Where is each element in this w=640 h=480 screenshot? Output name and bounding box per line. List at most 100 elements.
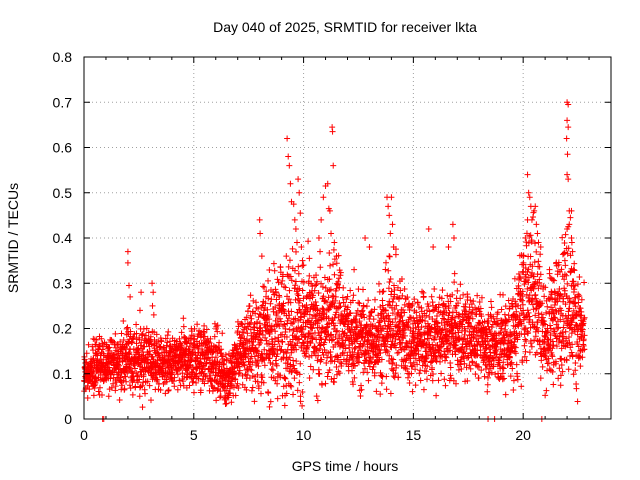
data-point	[341, 341, 348, 348]
data-point	[544, 303, 551, 310]
data-point	[424, 376, 431, 383]
data-point	[379, 288, 386, 295]
data-point	[525, 279, 532, 286]
data-point	[406, 300, 413, 307]
data-point	[406, 314, 413, 321]
x-tick-label: 0	[80, 427, 88, 443]
data-point	[569, 319, 576, 326]
data-point	[352, 344, 359, 351]
data-point	[293, 239, 300, 246]
data-point	[510, 387, 517, 394]
data-point	[365, 297, 372, 304]
data-point	[414, 299, 421, 306]
data-point	[413, 309, 420, 316]
data-point	[390, 327, 397, 334]
data-point	[213, 397, 220, 404]
data-point	[524, 285, 531, 292]
data-point	[478, 313, 485, 320]
data-point	[520, 261, 527, 268]
data-point	[517, 296, 524, 303]
data-point	[494, 309, 501, 316]
data-point	[435, 377, 442, 384]
data-point	[544, 328, 551, 335]
data-point	[195, 375, 202, 382]
data-point	[447, 372, 454, 379]
data-point	[127, 328, 134, 335]
data-point	[442, 357, 449, 364]
data-point	[288, 383, 295, 390]
data-point	[295, 263, 302, 270]
data-point	[326, 207, 333, 214]
data-point	[476, 298, 483, 305]
data-point	[522, 235, 529, 241]
data-point	[264, 319, 271, 326]
data-point	[359, 286, 366, 293]
data-point	[431, 286, 438, 293]
data-point	[426, 313, 433, 320]
data-point	[472, 371, 479, 378]
data-point	[532, 240, 539, 247]
data-point	[438, 295, 445, 302]
data-point	[557, 372, 564, 379]
data-point	[550, 342, 557, 349]
y-axis-label: SRMTID / TECUs	[5, 183, 21, 293]
data-point	[389, 332, 396, 339]
data-point	[283, 333, 290, 340]
data-point	[392, 370, 399, 377]
data-point	[356, 354, 363, 361]
data-point	[327, 348, 334, 355]
data-point	[180, 323, 187, 330]
data-point	[319, 381, 326, 388]
data-point	[386, 212, 393, 219]
data-point	[165, 386, 172, 393]
data-point	[276, 315, 283, 322]
data-point	[549, 306, 556, 313]
data-point	[571, 300, 578, 307]
data-point	[389, 221, 396, 228]
data-point	[573, 385, 580, 392]
data-point	[463, 340, 470, 347]
data-point	[157, 387, 164, 394]
data-point	[128, 339, 135, 346]
data-point	[292, 282, 299, 289]
data-point	[531, 337, 538, 344]
data-point	[365, 350, 372, 357]
data-point	[309, 283, 316, 290]
data-point	[564, 280, 571, 287]
data-point	[581, 346, 588, 353]
data-point	[528, 343, 535, 350]
data-point	[149, 280, 156, 287]
data-point	[234, 380, 241, 387]
data-point	[284, 317, 291, 324]
data-point	[530, 273, 537, 280]
data-point	[133, 321, 140, 328]
data-point	[251, 353, 258, 360]
data-point	[358, 386, 365, 393]
data-point	[422, 318, 429, 325]
data-point	[326, 276, 333, 283]
data-point	[286, 287, 293, 294]
y-tick-label: 0.3	[53, 275, 73, 291]
data-point	[386, 279, 393, 286]
data-point	[253, 299, 260, 306]
data-point	[389, 359, 396, 366]
data-point	[273, 362, 280, 369]
data-point	[466, 304, 473, 311]
data-point	[307, 363, 314, 370]
data-point	[581, 314, 588, 321]
data-point	[430, 307, 437, 314]
data-point	[442, 382, 449, 389]
data-point	[438, 327, 445, 334]
data-point	[447, 298, 454, 305]
data-point	[287, 361, 294, 368]
data-point	[100, 378, 107, 385]
data-point	[359, 307, 366, 314]
data-point	[398, 275, 405, 282]
data-point	[428, 366, 435, 373]
data-point	[266, 330, 273, 337]
data-point	[274, 351, 281, 358]
data-point	[309, 334, 316, 341]
data-point	[527, 340, 534, 347]
data-point	[416, 312, 423, 319]
data-point	[225, 373, 232, 380]
